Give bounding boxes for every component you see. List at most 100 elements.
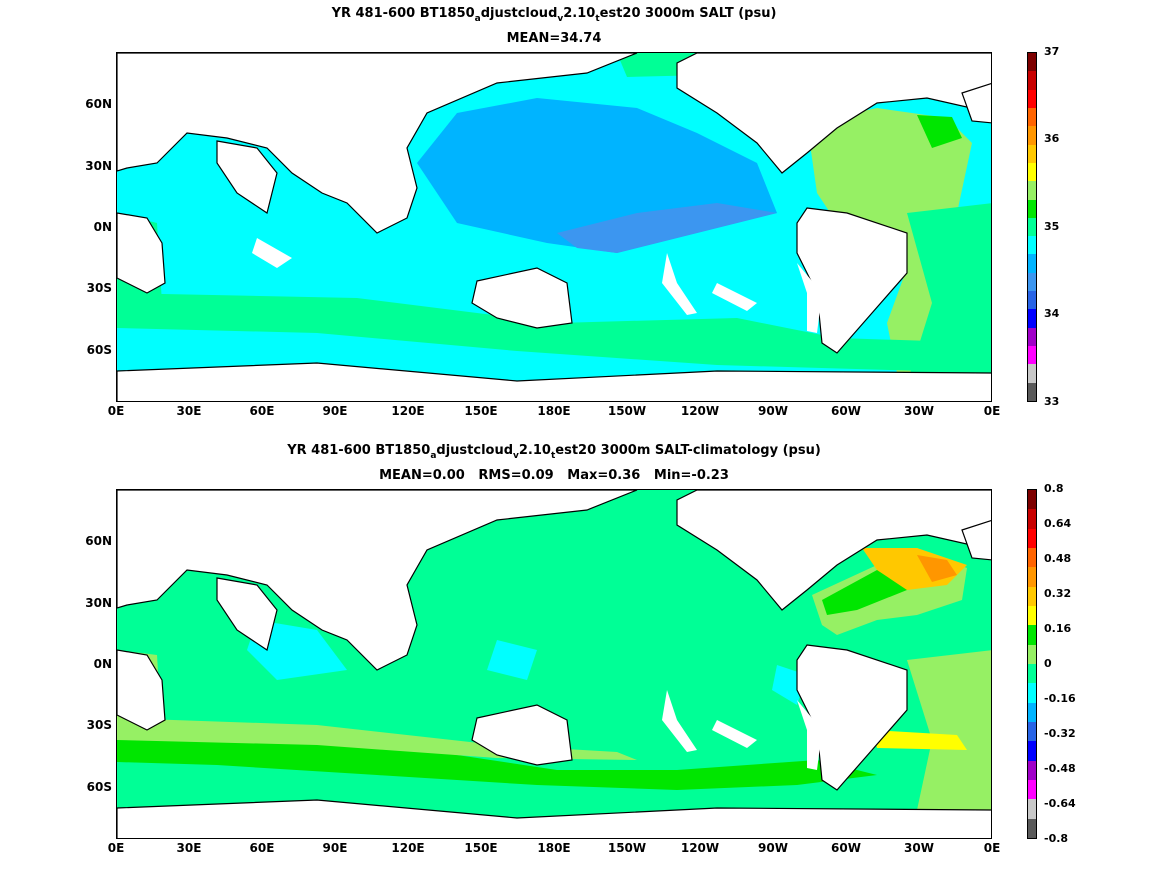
colorbar-segment — [1028, 363, 1036, 383]
lon-label-30e: 30E — [176, 841, 202, 855]
lon-label-30w: 30W — [904, 404, 934, 418]
top-salinity-map — [116, 52, 992, 402]
lat-label-30n: 30N — [85, 159, 112, 173]
lat-label-60n: 60N — [85, 534, 112, 548]
south-atlantic-anomaly — [872, 730, 967, 750]
top-colorbar-label-35: 35 — [1044, 220, 1060, 233]
africa-land — [117, 212, 166, 294]
greenland-land — [961, 520, 991, 561]
colorbar-segment — [1028, 382, 1036, 401]
colorbar-segment — [1028, 89, 1036, 108]
bottom-colorbar-label-0.32: 0.32 — [1044, 587, 1072, 600]
lon-label-150e: 150E — [464, 841, 498, 855]
top-colorbar-label-36: 36 — [1044, 132, 1060, 145]
colorbar-segment — [1028, 290, 1036, 310]
bottom-colorbar-label-neg0.64: -0.64 — [1044, 797, 1076, 810]
top-map-title: YR 481-600 BT1850adjustcloudv2.10test20 … — [331, 6, 777, 24]
colorbar-segment — [1028, 605, 1036, 626]
colorbar-segment — [1028, 760, 1036, 780]
colorbar-segment — [1028, 345, 1036, 365]
bottom-colorbar-label-neg0.8: -0.8 — [1044, 832, 1069, 845]
lon-label-30w: 30W — [904, 841, 934, 855]
top-map-subtitle: MEAN=34.74 — [506, 31, 602, 46]
colorbar-segment — [1028, 818, 1036, 838]
lon-label-150w: 150W — [607, 841, 647, 855]
lon-label-90e: 90E — [322, 404, 348, 418]
bottom-map-title: YR 481-600 BT1850adjustcloudv2.10test20 … — [287, 443, 821, 461]
colorbar-segment — [1028, 180, 1036, 200]
lat-label-0n: 0N — [93, 220, 112, 234]
top-colorbar-label-33: 33 — [1044, 395, 1060, 408]
bottom-anomaly-map — [116, 489, 992, 839]
top-map-panel: YR 481-600 BT1850adjustcloudv2.10test20 … — [0, 0, 1167, 437]
colorbar-segment — [1028, 702, 1036, 722]
colorbar-segment — [1028, 721, 1036, 742]
colorbar-segment — [1028, 566, 1036, 587]
lon-label-120w: 120W — [680, 841, 720, 855]
lon-label-180e: 180E — [537, 404, 571, 418]
colorbar-segment — [1028, 624, 1036, 645]
australia-land — [471, 704, 573, 766]
colorbar-segment — [1028, 308, 1036, 328]
arabia-land — [216, 140, 278, 214]
colorbar-segment — [1028, 217, 1036, 237]
lon-label-120e: 120E — [391, 841, 425, 855]
lon-label-0e-end: 0E — [983, 404, 1001, 418]
bottom-colorbar-label-neg0.16: -0.16 — [1044, 692, 1076, 705]
eurasia-land — [117, 53, 638, 234]
colorbar-segment — [1028, 682, 1036, 703]
lon-label-90w: 90W — [758, 404, 788, 418]
colorbar-segment — [1028, 235, 1036, 255]
bottom-map-subtitle: MEAN=0.00 RMS=0.09 Max=0.36 Min=-0.23 — [379, 468, 729, 483]
bottom-colorbar-label-0.8: 0.8 — [1044, 482, 1064, 495]
bottom-colorbar-label-neg0.32: -0.32 — [1044, 727, 1076, 740]
lon-label-0e: 0E — [107, 404, 125, 418]
lat-label-30n: 30N — [85, 596, 112, 610]
lon-label-180e: 180E — [537, 841, 571, 855]
colorbar-segment — [1028, 490, 1036, 510]
eurasia-land — [117, 490, 638, 671]
colorbar-segment — [1028, 798, 1036, 819]
north-america-land — [676, 53, 991, 174]
lat-label-0n: 0N — [93, 657, 112, 671]
colorbar-segment — [1028, 740, 1036, 761]
colorbar-segment — [1028, 70, 1036, 90]
bottom-colorbar-label-0.48: 0.48 — [1044, 552, 1072, 565]
top-colorbar — [1027, 52, 1037, 402]
antarctica-land — [117, 362, 991, 401]
bottom-colorbar — [1027, 489, 1037, 839]
lon-label-150e: 150E — [464, 404, 498, 418]
lon-label-90w: 90W — [758, 841, 788, 855]
greenland-land — [961, 83, 991, 124]
lon-label-90e: 90E — [322, 841, 348, 855]
colorbar-segment — [1028, 53, 1036, 72]
lat-label-30s: 30S — [86, 281, 112, 295]
southern-ocean-band — [117, 293, 991, 373]
lat-label-60s: 60S — [86, 780, 112, 794]
lon-label-60e: 60E — [249, 404, 275, 418]
north-america-land — [676, 490, 991, 611]
colorbar-segment — [1028, 162, 1036, 182]
bottom-colorbar-label-0: 0 — [1044, 657, 1052, 670]
lon-label-60w: 60W — [831, 841, 861, 855]
colorbar-segment — [1028, 586, 1036, 606]
colorbar-segment — [1028, 144, 1036, 163]
south-america-land — [796, 207, 908, 354]
southern-anomaly-band — [117, 735, 877, 790]
australia-land — [471, 267, 573, 329]
lon-label-0e: 0E — [107, 841, 125, 855]
lat-label-30s: 30S — [86, 718, 112, 732]
colorbar-segment — [1028, 547, 1036, 568]
lat-label-60n: 60N — [85, 97, 112, 111]
south-america-land — [796, 644, 908, 791]
colorbar-segment — [1028, 272, 1036, 292]
lon-label-60e: 60E — [249, 841, 275, 855]
colorbar-segment — [1028, 253, 1036, 273]
lon-label-60w: 60W — [831, 404, 861, 418]
colorbar-segment — [1028, 779, 1036, 800]
land-masses — [117, 490, 991, 838]
lat-label-60s: 60S — [86, 343, 112, 357]
bottom-colorbar-label-neg0.48: -0.48 — [1044, 762, 1076, 775]
land-masses — [117, 53, 991, 401]
bottom-map-panel: YR 481-600 BT1850adjustcloudv2.10test20 … — [0, 437, 1167, 875]
